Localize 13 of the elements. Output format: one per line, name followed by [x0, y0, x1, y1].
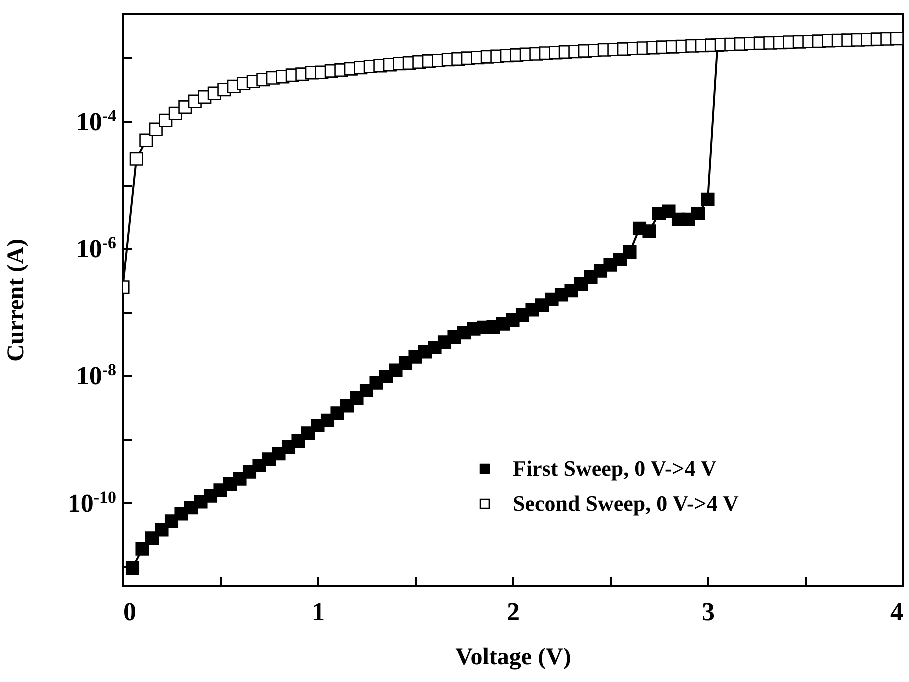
y-tick-label: 10$^{-6}$: [76, 233, 116, 264]
x-tick-label: 4: [890, 598, 904, 626]
y-axis-title: Current (A): [4, 239, 30, 362]
y-tick-label: 10$^{-4}$: [76, 106, 117, 136]
y-tick-label: 10$^{-10}$: [68, 487, 116, 518]
x-tick-label: 2: [507, 598, 520, 626]
x-axis-title: Voltage (V): [456, 644, 572, 670]
x-tick-label: 0: [124, 598, 136, 626]
x-tick-label: 1: [312, 598, 325, 626]
legend-label: First Sweep, 0 V->4 V: [513, 456, 717, 481]
x-tick-label: 3: [702, 598, 715, 626]
legend-label: Second Sweep, 0 V->4 V: [513, 491, 739, 516]
y-tick-label: 10$^{-8}$: [76, 360, 116, 391]
